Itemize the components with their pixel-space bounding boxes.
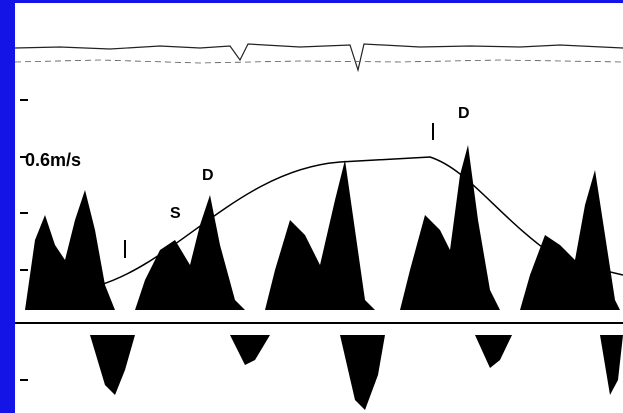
arrows [124,123,434,258]
velocity-label: 0.6m/s [25,150,81,170]
ecg-trace [14,43,623,73]
reverse-flow [90,335,623,410]
d-wave-label: D [202,167,214,184]
d-wave-label: D [458,105,470,122]
overlay-curve [99,156,623,286]
ecg-baseline [14,59,623,64]
s-wave-label: S [170,205,181,222]
doppler-spectrum [25,145,620,310]
scale-ticks [20,99,28,381]
